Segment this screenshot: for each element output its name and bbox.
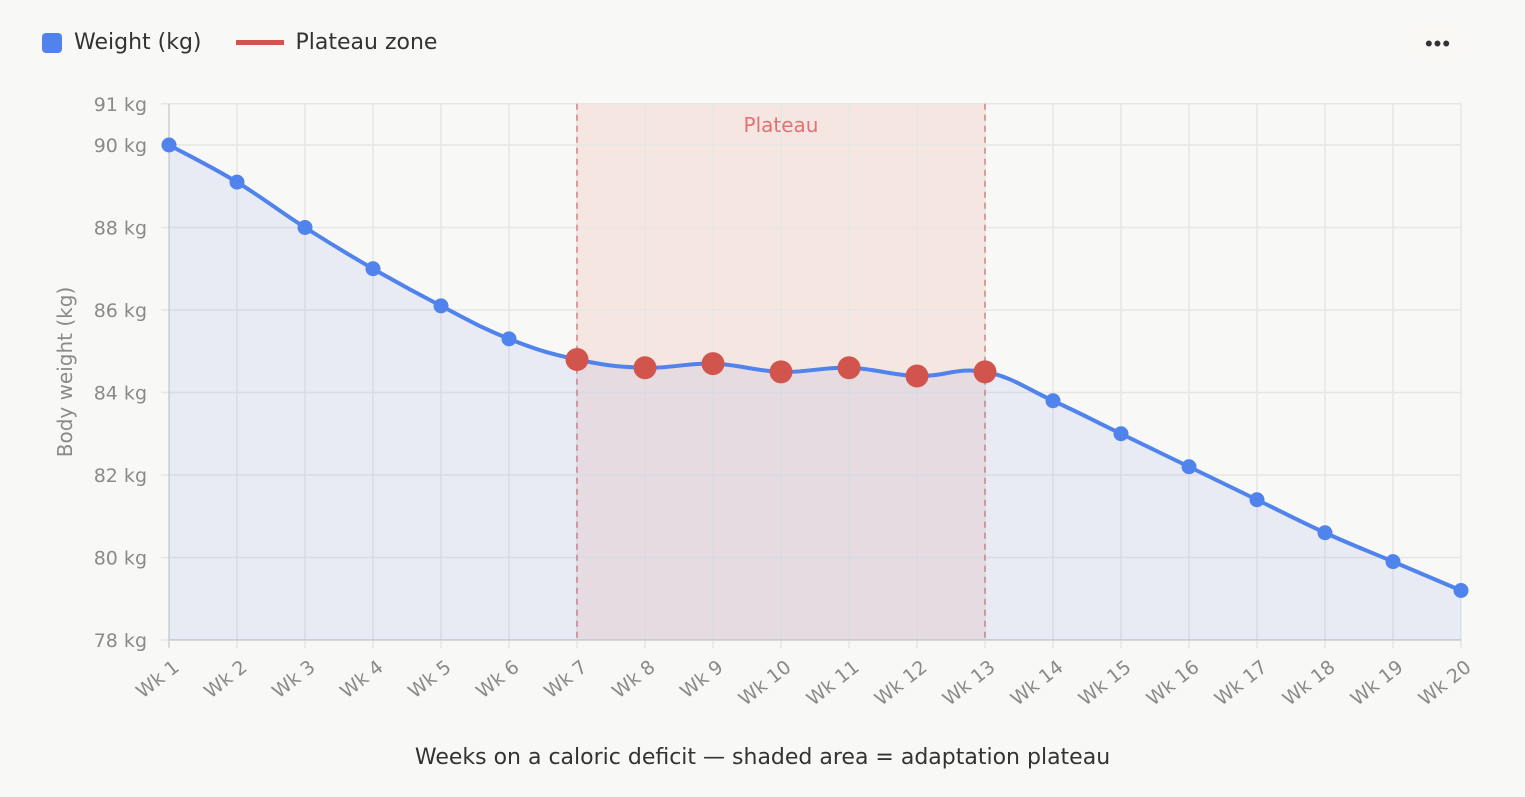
x-tick-label: Wk 16 (1143, 656, 1204, 710)
weight-point (161, 137, 177, 153)
weight-point (1113, 426, 1129, 442)
y-tick-label: 88 kg (94, 218, 147, 240)
plateau-point (973, 360, 997, 384)
x-tick-label: Wk 17 (1211, 656, 1272, 710)
legend-swatch-weight (42, 32, 62, 53)
x-tick-label: Wk 8 (608, 656, 659, 703)
legend-label-plateau: Plateau zone (295, 30, 438, 55)
legend-swatch-plateau (235, 40, 284, 45)
weight-point (501, 331, 517, 347)
x-tick-label: Wk 13 (939, 656, 1000, 710)
x-tick-label: Wk 3 (268, 656, 319, 703)
y-tick-label: 90 kg (94, 135, 147, 157)
x-tick-label: Wk 12 (871, 656, 932, 710)
plateau-point (769, 360, 793, 384)
x-tick-label: Wk 14 (1007, 656, 1068, 710)
x-tick-label: Wk 15 (1075, 656, 1136, 710)
plateau-label: Plateau (744, 113, 819, 137)
y-tick-label: 82 kg (94, 465, 147, 487)
x-tick-label: Wk 19 (1347, 656, 1408, 710)
weight-point (1045, 393, 1061, 409)
weight-point (1317, 525, 1333, 541)
weight-point (297, 220, 313, 235)
x-tick-label: Wk 1 (132, 656, 183, 703)
y-axis-title: Body weight (kg) (53, 287, 77, 458)
x-tick-label: Wk 9 (676, 656, 727, 703)
y-tick-label: 78 kg (94, 630, 147, 652)
x-tick-label: Wk 5 (404, 656, 455, 703)
x-tick-label: Wk 20 (1415, 656, 1476, 710)
x-tick-label: Wk 11 (803, 656, 864, 710)
weight-point (365, 261, 381, 277)
more-options-button[interactable]: ••• (1410, 26, 1466, 62)
legend: Weight (kg) Plateau zone (42, 30, 471, 55)
y-tick-label: 84 kg (94, 383, 147, 405)
x-tick-label: Wk 6 (472, 656, 523, 703)
plateau-point (701, 352, 725, 376)
weight-area (169, 145, 1461, 640)
y-tick-label: 80 kg (94, 548, 147, 570)
weight-point (1385, 554, 1401, 570)
plateau-point (905, 364, 929, 388)
x-tick-label: Wk 2 (200, 656, 251, 703)
legend-label-weight: Weight (kg) (74, 30, 202, 55)
x-tick-label: Wk 10 (735, 656, 796, 710)
weight-point (229, 174, 245, 190)
x-tick-label: Wk 18 (1279, 656, 1340, 710)
weight-point (1453, 583, 1469, 598)
plateau-point (837, 356, 861, 380)
legend-item-weight[interactable]: Weight (kg) (42, 30, 202, 55)
weight-point (1249, 492, 1265, 508)
more-horizontal-icon: ••• (1424, 31, 1452, 56)
weight-point (1181, 459, 1197, 475)
y-tick-label: 91 kg (94, 94, 147, 116)
y-tick-label: 86 kg (94, 300, 147, 322)
x-tick-label: Wk 4 (336, 656, 387, 703)
plateau-point (633, 356, 657, 380)
plateau-point (565, 348, 589, 371)
x-tick-label: Wk 7 (540, 656, 591, 703)
weight-point (433, 298, 449, 314)
chart-caption: Weeks on a caloric deficit — shaded area… (414, 745, 1111, 770)
legend-item-plateau[interactable]: Plateau zone (235, 30, 438, 55)
